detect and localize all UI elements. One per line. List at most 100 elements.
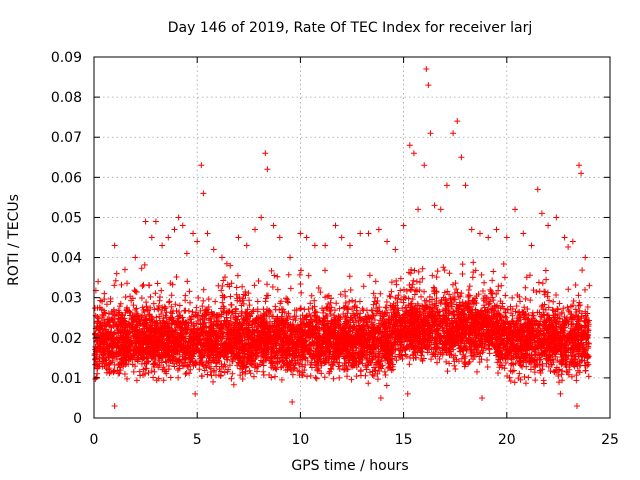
data-point-cloud xyxy=(386,292,393,299)
data-point-cloud xyxy=(409,281,416,288)
data-point-cloud xyxy=(273,366,280,373)
data-point-cloud xyxy=(387,293,394,300)
data-point-cloud xyxy=(317,289,324,296)
data-point-cloud xyxy=(325,292,332,299)
data-point-cloud xyxy=(100,317,107,324)
data-point-cloud xyxy=(132,306,139,313)
data-point-cloud xyxy=(561,313,568,320)
data-point-cloud xyxy=(168,292,175,299)
data-point-cloud xyxy=(539,360,546,367)
data-point-cloud xyxy=(167,374,174,381)
data-point-cloud xyxy=(564,304,571,311)
data-point-cloud xyxy=(483,326,490,333)
data-point-cloud xyxy=(569,373,576,380)
data-point-cloud xyxy=(130,368,137,375)
data-point-cloud xyxy=(287,314,294,321)
data-point-cloud xyxy=(250,373,257,380)
data-point-cloud xyxy=(335,363,342,370)
data-point-cloud xyxy=(474,368,481,375)
data-points xyxy=(91,66,593,409)
data-point-cloud xyxy=(573,361,580,368)
data-point-cloud xyxy=(406,346,413,353)
data-point-cloud xyxy=(488,305,495,312)
data-point-cloud xyxy=(246,297,253,304)
data-point-cloud xyxy=(307,361,314,368)
data-point-cloud xyxy=(313,375,320,382)
data-point-cloud xyxy=(312,374,319,381)
data-point-cloud xyxy=(274,286,281,293)
data-point-cloud xyxy=(120,363,127,370)
data-point-cloud xyxy=(260,372,267,379)
data-point-cloud xyxy=(327,322,334,329)
data-point-cloud xyxy=(375,354,382,361)
data-point-cloud xyxy=(179,327,186,334)
data-point-cloud xyxy=(413,278,420,285)
data-point-cloud xyxy=(193,304,200,311)
data-point-cloud xyxy=(115,327,122,334)
data-point-cloud xyxy=(308,292,315,299)
data-point-cloud xyxy=(370,372,377,379)
data-point-cloud xyxy=(415,268,422,275)
data-point-cloud xyxy=(223,335,230,342)
data-point-cloud xyxy=(111,282,118,289)
data-point-cloud xyxy=(116,303,123,310)
data-point-cloud xyxy=(444,299,451,306)
data-point-cloud xyxy=(392,302,399,309)
data-point-cloud xyxy=(357,368,364,375)
data-point-cloud xyxy=(397,287,404,294)
data-point-cloud xyxy=(220,329,227,336)
data-point-cloud xyxy=(516,370,523,377)
data-point-cloud xyxy=(440,264,447,271)
data-point-cloud xyxy=(278,376,285,383)
data-point-cloud xyxy=(521,304,528,311)
data-point-cloud xyxy=(479,288,486,295)
data-point-cloud xyxy=(453,286,460,293)
data-point-cloud xyxy=(346,298,353,305)
data-point-cloud xyxy=(99,331,106,338)
data-point-cloud xyxy=(391,310,398,317)
data-point-cloud xyxy=(344,366,351,373)
data-point-cloud xyxy=(335,323,342,330)
data-point-cloud xyxy=(419,265,426,272)
data-point-cloud xyxy=(533,289,540,295)
data-point-cloud xyxy=(109,311,116,318)
data-point-cloud xyxy=(321,374,328,381)
data-point-cloud xyxy=(298,305,305,312)
data-point-cloud xyxy=(454,289,461,296)
data-point-cloud xyxy=(490,268,497,275)
data-point-cloud xyxy=(158,287,165,294)
data-point-cloud xyxy=(188,319,195,326)
data-point-cloud xyxy=(189,308,196,315)
data-point-cloud xyxy=(517,298,524,305)
data-point-cloud xyxy=(418,352,425,359)
data-point-cloud xyxy=(369,371,376,378)
data-point-cloud xyxy=(221,274,228,281)
data-point-cloud xyxy=(283,295,290,302)
data-point-cloud xyxy=(296,271,303,278)
data-point-cloud xyxy=(228,280,235,287)
data-point-cloud xyxy=(527,366,534,373)
data-point-cloud xyxy=(190,348,197,355)
data-point-cloud xyxy=(336,305,343,312)
data-point-cloud xyxy=(487,286,494,293)
data-point-cloud xyxy=(124,304,131,311)
data-point-cloud xyxy=(504,356,511,363)
data-point-cloud xyxy=(132,288,139,295)
data-point-cloud xyxy=(465,293,472,300)
data-point-cloud xyxy=(132,363,139,370)
data-point-cloud xyxy=(563,319,570,326)
data-point-cloud xyxy=(501,365,508,372)
data-point-cloud xyxy=(205,296,212,303)
data-point-cloud xyxy=(103,369,110,376)
data-point-cloud xyxy=(442,296,449,303)
data-point-cloud xyxy=(418,293,425,300)
data-point-cloud xyxy=(212,298,219,305)
data-point-cloud xyxy=(556,300,563,307)
data-point-cloud xyxy=(94,370,101,377)
data-point-cloud xyxy=(333,300,340,307)
data-point-cloud xyxy=(96,358,103,365)
data-point-cloud xyxy=(382,304,389,311)
data-point-cloud xyxy=(121,371,128,378)
data-point-cloud xyxy=(151,306,158,313)
data-point-cloud xyxy=(388,288,395,295)
